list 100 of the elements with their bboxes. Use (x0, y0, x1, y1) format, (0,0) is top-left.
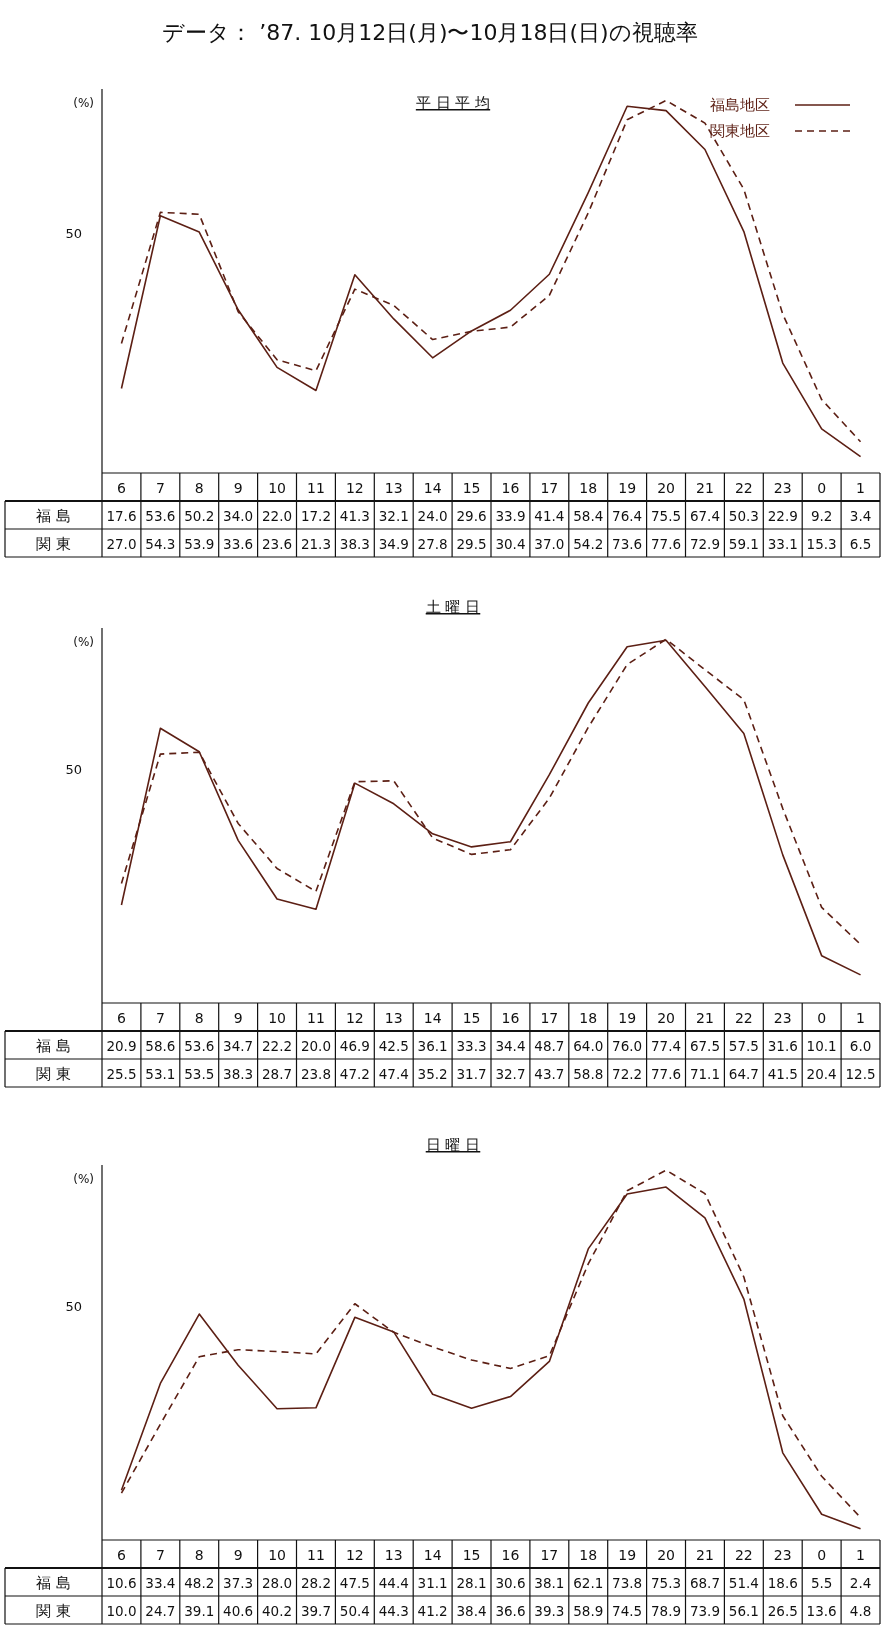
x-tick-label: 14 (423, 1010, 442, 1026)
data-label: 56.1 (728, 1603, 759, 1619)
data-label: 39.7 (300, 1603, 331, 1619)
data-label: 72.9 (689, 536, 720, 552)
category-label: 福 島 (36, 1574, 71, 1592)
x-tick-label: 12 (345, 1010, 364, 1026)
x-tick-label: 15 (462, 1547, 481, 1563)
data-label: 64.0 (573, 1038, 604, 1054)
data-label: 33.4 (145, 1575, 176, 1591)
data-label: 28.2 (300, 1575, 331, 1591)
x-tick-label: 17 (540, 1547, 559, 1563)
data-label: 53.6 (145, 508, 176, 524)
data-label: 38.3 (339, 536, 370, 552)
data-label: 40.6 (223, 1603, 254, 1619)
data-label: 23.6 (262, 536, 293, 552)
data-label: 22.9 (767, 508, 798, 524)
data-label: 20.9 (106, 1038, 137, 1054)
x-tick-label: 12 (345, 480, 364, 496)
data-label: 41.4 (534, 508, 565, 524)
data-label: 3.4 (849, 508, 872, 524)
x-tick-label: 16 (501, 1010, 520, 1026)
data-label: 32.1 (378, 508, 409, 524)
data-label: 31.6 (767, 1038, 798, 1054)
data-label: 38.1 (534, 1575, 565, 1591)
data-label: 68.7 (689, 1575, 720, 1591)
x-tick-label: 17 (540, 480, 559, 496)
data-label: 50.4 (339, 1603, 370, 1619)
legend-label: 福島地区 (710, 96, 770, 114)
data-label: 72.2 (612, 1066, 643, 1082)
data-label: 40.2 (262, 1603, 293, 1619)
data-label: 30.6 (495, 1575, 526, 1591)
data-label: 24.7 (145, 1603, 176, 1619)
data-label: 41.3 (339, 508, 370, 524)
data-label: 59.1 (728, 536, 759, 552)
data-label: 31.1 (417, 1575, 448, 1591)
x-tick-label: 8 (194, 1547, 204, 1563)
data-label: 34.9 (378, 536, 409, 552)
x-tick-label: 16 (501, 480, 520, 496)
data-label: 6.0 (849, 1038, 872, 1054)
data-label: 27.8 (417, 536, 448, 552)
data-label: 75.5 (651, 508, 682, 524)
data-label: 17.6 (106, 508, 137, 524)
x-tick-label: 21 (696, 480, 714, 496)
x-tick-label: 19 (618, 1010, 637, 1026)
category-label: 福 島 (36, 1037, 71, 1055)
data-label: 20.4 (806, 1066, 837, 1082)
x-tick-label: 9 (233, 480, 243, 496)
x-tick-label: 6 (116, 1010, 126, 1026)
x-tick-label: 7 (155, 480, 165, 496)
data-label: 22.2 (262, 1038, 293, 1054)
x-tick-label: 10 (268, 1010, 286, 1026)
x-tick-label: 19 (618, 1547, 637, 1563)
data-label: 23.8 (300, 1066, 331, 1082)
x-tick-label: 19 (618, 480, 637, 496)
x-tick-label: 22 (734, 480, 753, 496)
y-axis-title: (%) (73, 635, 94, 649)
data-label: 28.1 (456, 1575, 487, 1591)
x-tick-label: 20 (657, 1010, 675, 1026)
data-label: 29.5 (456, 536, 487, 552)
data-label: 37.3 (223, 1575, 254, 1591)
x-tick-label: 21 (696, 1010, 714, 1026)
x-tick-label: 16 (501, 1547, 520, 1563)
data-label: 36.6 (495, 1603, 526, 1619)
text: 50 (65, 761, 82, 777)
x-tick-label: 6 (116, 480, 126, 496)
category-label: 関 東 (36, 1065, 71, 1083)
data-label: 18.6 (767, 1575, 798, 1591)
data-label: 27.0 (106, 536, 137, 552)
data-label: 54.3 (145, 536, 176, 552)
data-label: 47.2 (339, 1066, 370, 1082)
data-label: 77.6 (651, 536, 682, 552)
data-label: 39.1 (184, 1603, 215, 1619)
data-label: 58.4 (573, 508, 604, 524)
data-label: 71.1 (689, 1066, 720, 1082)
data-label: 58.6 (145, 1038, 176, 1054)
x-tick-label: 22 (734, 1547, 753, 1563)
data-label: 42.5 (378, 1038, 409, 1054)
x-tick-label: 21 (696, 1547, 714, 1563)
data-label: 10.1 (806, 1038, 837, 1054)
data-label: 53.5 (184, 1066, 215, 1082)
x-tick-label: 12 (345, 1547, 364, 1563)
x-tick-label: 9 (233, 1010, 243, 1026)
x-tick-label: 14 (423, 1547, 442, 1563)
x-tick-label: 11 (307, 1010, 325, 1026)
data-label: 48.7 (534, 1038, 565, 1054)
x-tick-label: 6 (116, 1547, 126, 1563)
data-label: 64.7 (728, 1066, 759, 1082)
data-label: 34.0 (223, 508, 254, 524)
data-label: 10.0 (106, 1603, 137, 1619)
data-label: 20.0 (300, 1038, 331, 1054)
data-label: 4.8 (849, 1603, 872, 1619)
data-label: 50.3 (728, 508, 759, 524)
x-tick-label: 9 (233, 1547, 243, 1563)
category-label: 関 東 (36, 1602, 71, 1620)
data-label: 28.7 (262, 1066, 293, 1082)
data-label: 41.2 (417, 1603, 448, 1619)
data-label: 74.5 (612, 1603, 643, 1619)
data-label: 5.5 (810, 1575, 833, 1591)
x-tick-label: 11 (307, 480, 325, 496)
x-tick-label: 20 (657, 480, 675, 496)
